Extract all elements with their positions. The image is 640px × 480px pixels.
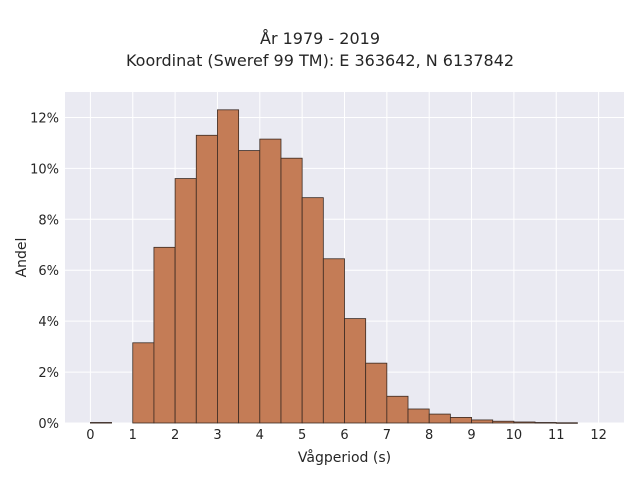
- x-tick-label: 2: [171, 428, 179, 443]
- bars: [90, 109, 578, 424]
- histogram-bar: [407, 408, 430, 424]
- histogram-bar: [301, 197, 324, 424]
- histogram-bar: [344, 318, 367, 424]
- histogram-bar: [428, 413, 451, 424]
- x-tick-label: 10: [506, 428, 523, 443]
- histogram-bar: [449, 416, 472, 424]
- histogram-bar: [534, 422, 557, 424]
- y-tick-label: 8%: [38, 213, 59, 228]
- histogram-bar: [386, 395, 409, 424]
- y-tick-labels: 0% 2% 4% 6% 8% 10% 12%: [30, 111, 59, 432]
- x-tick-labels: 0 1 2 3 4 5 6 7 8 9 10 11 12: [86, 428, 607, 443]
- histogram-bar: [90, 422, 112, 424]
- histogram-bar: [322, 258, 345, 424]
- y-axis-label: Andel: [14, 238, 30, 278]
- histogram-bar: [132, 342, 155, 424]
- x-tick-label: 0: [86, 428, 94, 443]
- y-tick-label: 10%: [30, 162, 59, 177]
- x-axis-label: Vågperiod (s): [298, 449, 391, 466]
- histogram-bar: [280, 157, 303, 424]
- histogram-bar: [174, 178, 197, 424]
- histogram-bar: [195, 134, 218, 424]
- y-tick-label: 12%: [30, 111, 59, 126]
- histogram-bar: [259, 138, 282, 424]
- y-tick-label: 2%: [38, 366, 59, 381]
- histogram-bar: [555, 422, 578, 424]
- y-tick-label: 0%: [38, 417, 59, 432]
- histogram-bar: [365, 362, 388, 424]
- chart-subtitle: Koordinat (Sweref 99 TM): E 363642, N 61…: [125, 51, 515, 70]
- histogram-bar: [471, 419, 494, 424]
- x-tick-label: 11: [548, 428, 565, 443]
- x-tick-label: 4: [256, 428, 264, 443]
- histogram-bar: [492, 420, 515, 424]
- histogram-bar: [238, 150, 261, 424]
- histogram-bar: [153, 246, 176, 424]
- x-tick-label: 6: [340, 428, 348, 443]
- x-tick-label: 5: [298, 428, 306, 443]
- y-tick-label: 4%: [38, 315, 59, 330]
- x-tick-label: 8: [425, 428, 433, 443]
- histogram-bar: [513, 421, 536, 424]
- chart-title: År 1979 - 2019: [260, 29, 380, 48]
- x-tick-label: 12: [590, 428, 607, 443]
- x-tick-label: 1: [129, 428, 137, 443]
- histogram-bar: [217, 109, 240, 424]
- y-tick-label: 6%: [38, 264, 59, 279]
- x-tick-label: 9: [467, 428, 475, 443]
- x-tick-label: 3: [213, 428, 221, 443]
- x-tick-label: 7: [383, 428, 391, 443]
